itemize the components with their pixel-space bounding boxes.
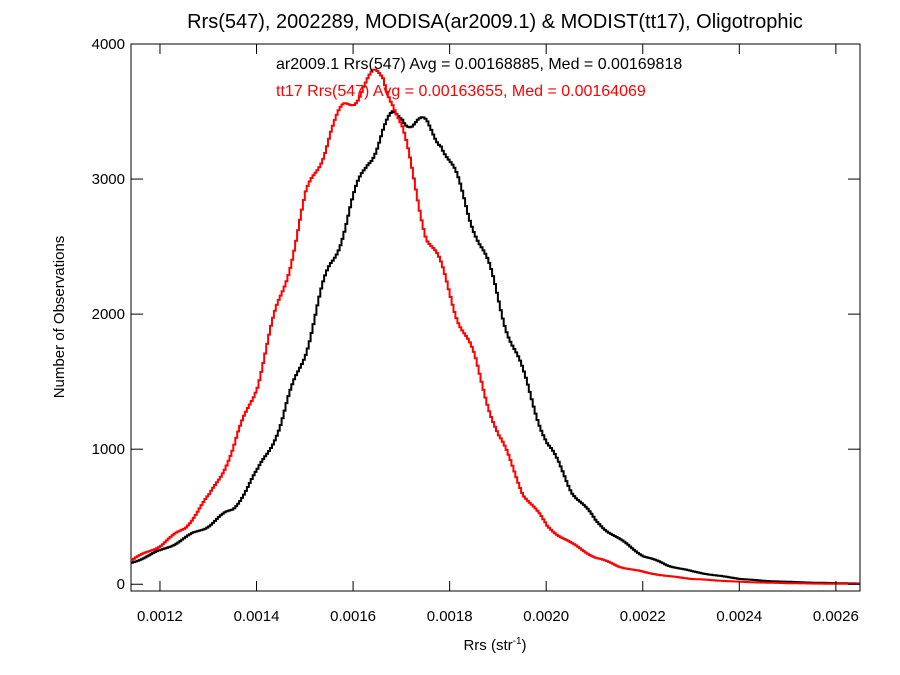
chart-title: Rrs(547), 2002289, MODISA(ar2009.1) & MO… bbox=[187, 11, 803, 33]
y-axis-ticks: 0 1000 2000 3000 4000 bbox=[92, 36, 860, 593]
x-tick-label: 0.0014 bbox=[234, 608, 280, 625]
y-tick-label: 4000 bbox=[92, 36, 125, 53]
x-tick-label: 0.0022 bbox=[620, 608, 666, 625]
y-tick-label: 1000 bbox=[92, 441, 125, 458]
y-tick-label: 0 bbox=[117, 576, 125, 593]
series-group bbox=[131, 68, 860, 585]
x-axis-ticks: 0.0012 0.0014 0.0016 0.0018 0.0020 0.0022 0.00… bbox=[137, 44, 859, 625]
annotation-ar2009-stats: ar2009.1 Rrs(547) Avg = 0.00168885, Med … bbox=[276, 56, 682, 73]
x-tick-label: 0.0012 bbox=[137, 608, 183, 625]
y-tick-label: 3000 bbox=[92, 171, 125, 188]
y-axis-label: Number of Observations bbox=[51, 236, 68, 399]
series-ar2009-line bbox=[131, 110, 860, 585]
x-axis-label: Rrs (str-1) bbox=[463, 636, 526, 654]
plot-frame bbox=[130, 43, 861, 592]
x-tick-label: 0.0016 bbox=[330, 608, 376, 625]
series-tt17-line bbox=[131, 68, 860, 585]
annotation-tt17-stats: tt17 Rrs(547) Avg = 0.00163655, Med = 0.… bbox=[276, 83, 646, 100]
x-tick-label: 0.0020 bbox=[523, 608, 569, 625]
y-tick-label: 2000 bbox=[92, 306, 125, 323]
x-tick-label: 0.0026 bbox=[813, 608, 859, 625]
x-tick-label: 0.0024 bbox=[716, 608, 762, 625]
x-tick-label: 0.0018 bbox=[427, 608, 473, 625]
